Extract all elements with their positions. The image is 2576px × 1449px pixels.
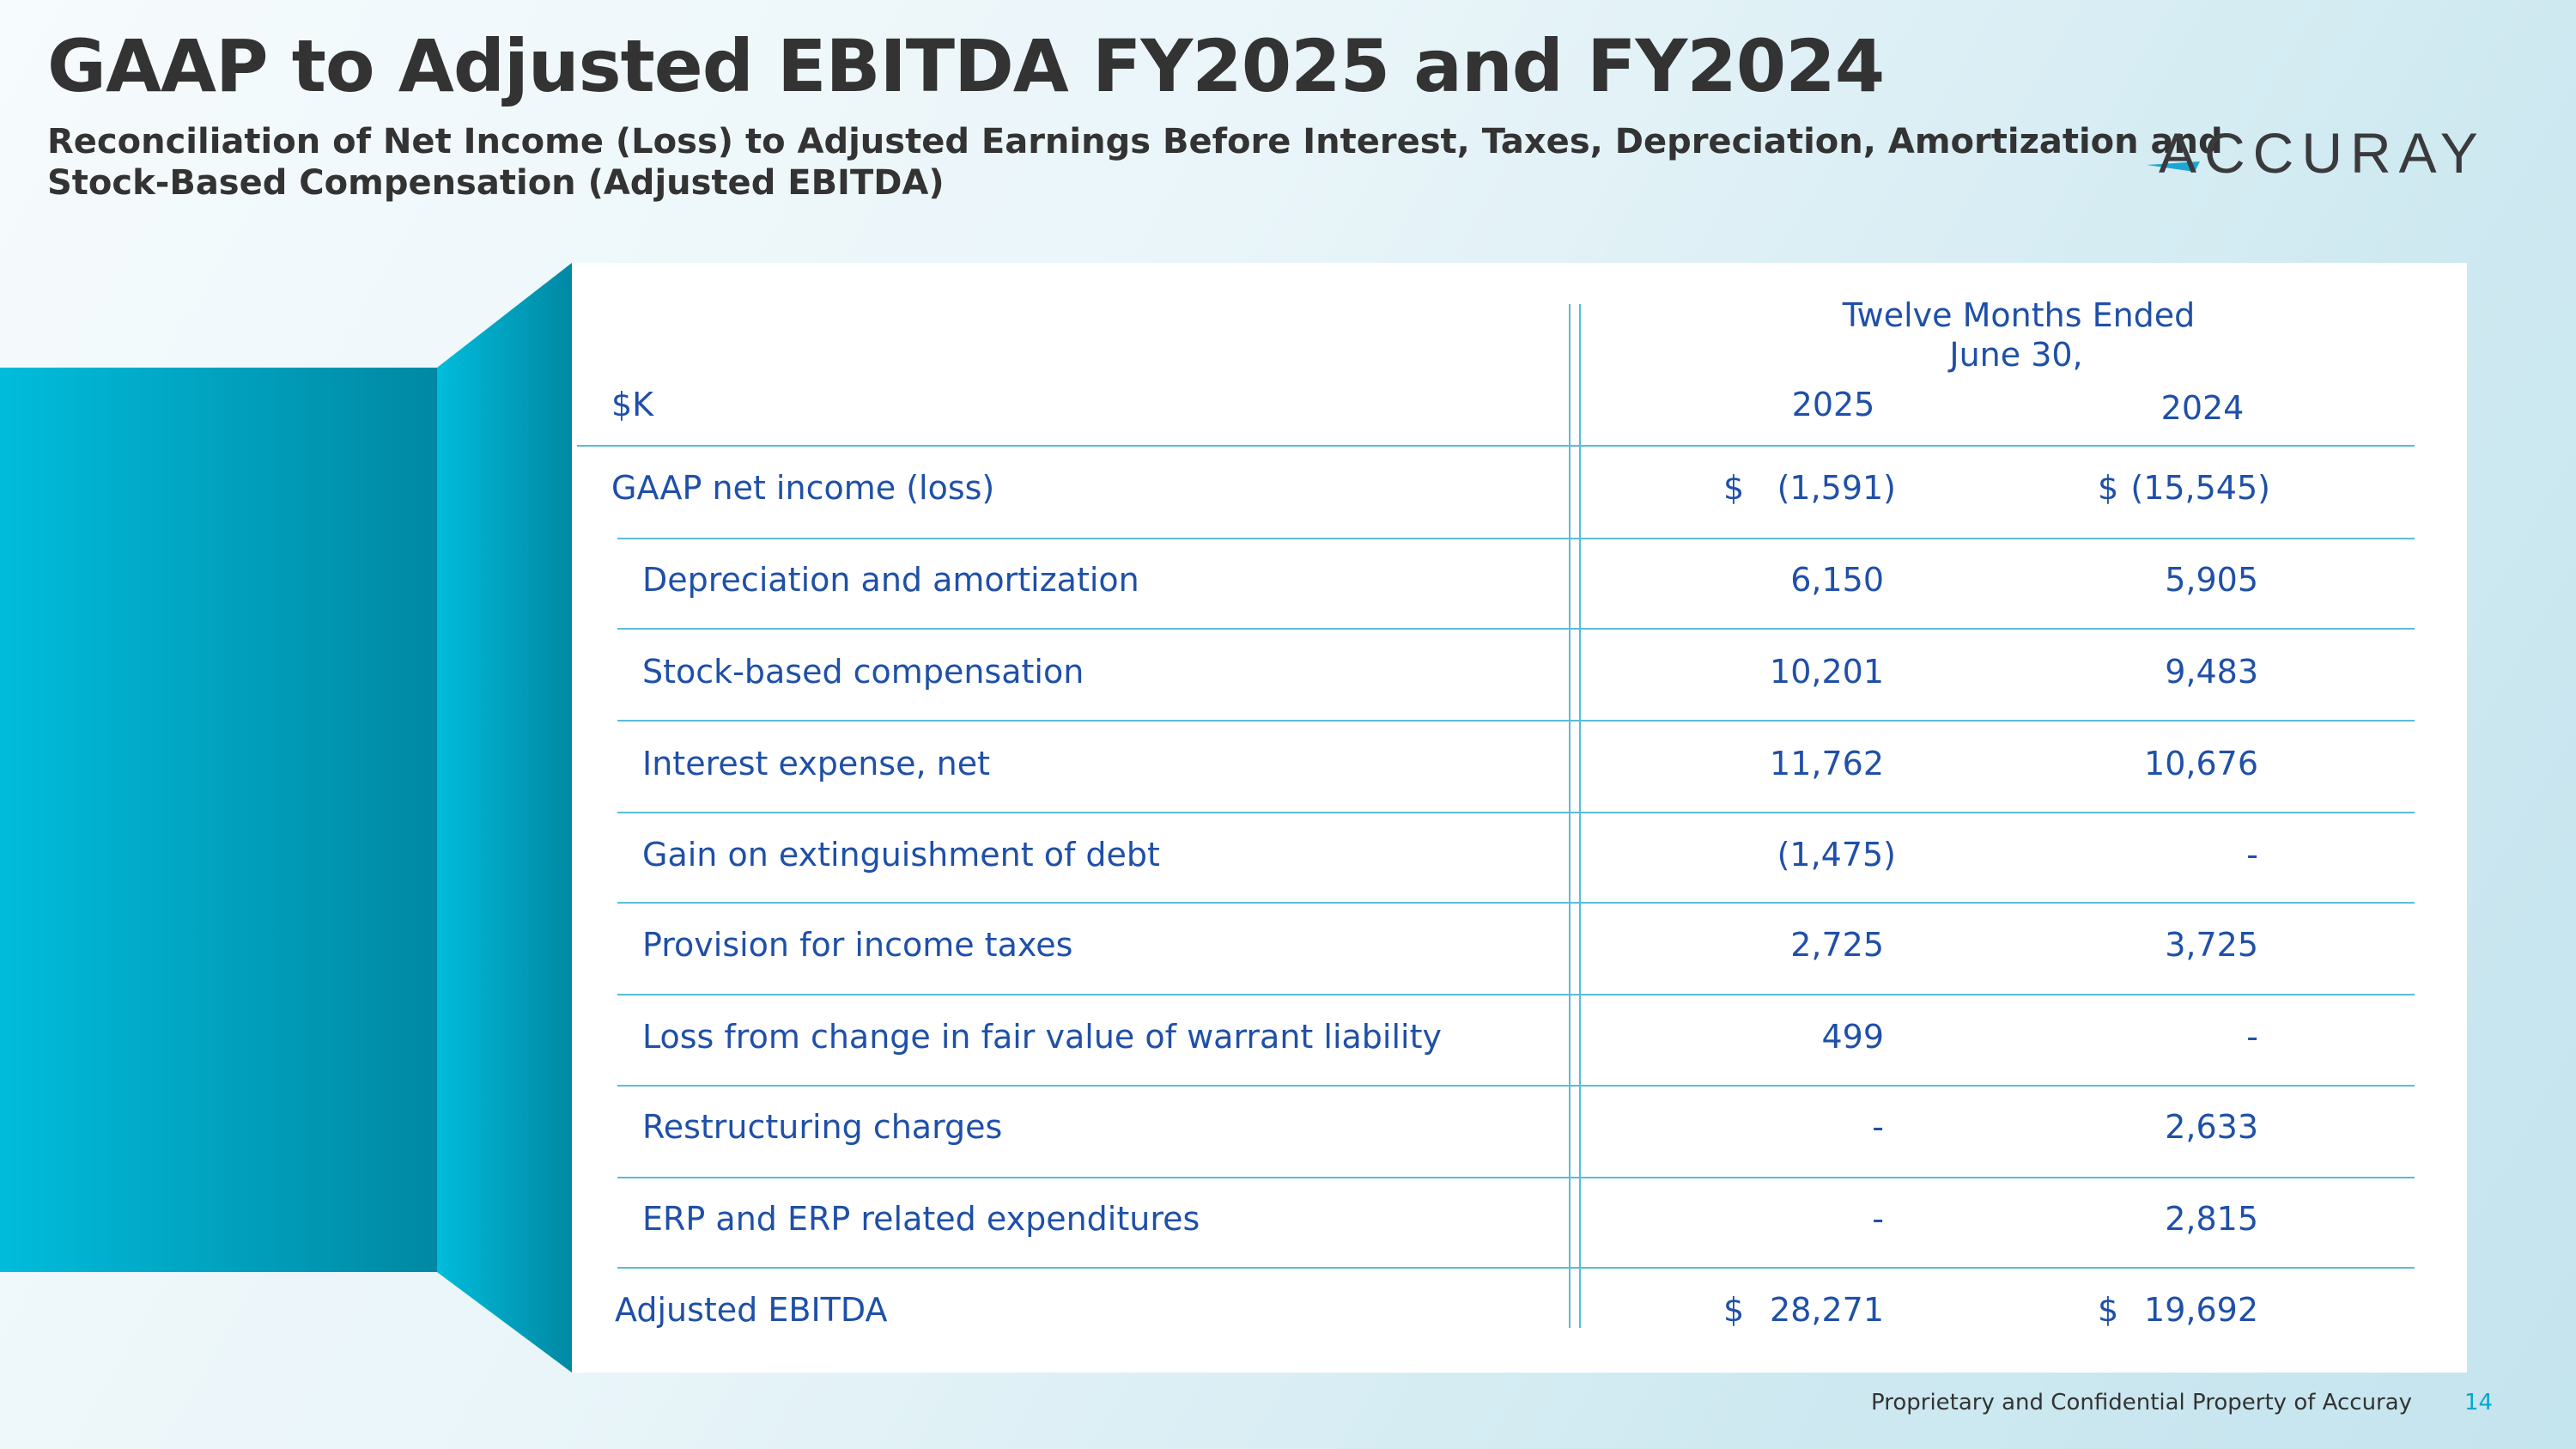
row-divider xyxy=(617,902,2415,904)
accuray-logo: ACCURAY xyxy=(2147,120,2478,189)
column-divider xyxy=(1579,304,1581,1328)
row-divider xyxy=(617,628,2415,630)
value-2024: 9,483 xyxy=(2165,653,2258,691)
row-label: Adjusted EBITDA xyxy=(615,1291,888,1329)
period-header-date: June 30, xyxy=(1949,336,2083,374)
row-label: Restructuring charges xyxy=(642,1108,1003,1146)
row-divider xyxy=(617,994,2415,995)
row-label: ERP and ERP related expenditures xyxy=(642,1200,1200,1238)
value-2024: - xyxy=(2246,1018,2258,1056)
value-2025: 499 xyxy=(1821,1018,1884,1056)
value-2024: 3,725 xyxy=(2165,926,2258,964)
value-2025: 2,725 xyxy=(1790,926,1884,964)
row-divider xyxy=(617,1267,2415,1269)
decorative-bevel xyxy=(437,263,572,1373)
value-2025: 11,762 xyxy=(1770,745,1884,782)
row-divider xyxy=(617,1085,2415,1087)
row-divider xyxy=(617,1177,2415,1178)
row-label: Gain on extinguishment of debt xyxy=(642,836,1160,874)
confidential-notice: Proprietary and Confidential Property of… xyxy=(1871,1390,2413,1416)
row-label: Depreciation and amortization xyxy=(642,561,1139,599)
logo-text: ACCURAY xyxy=(2159,121,2486,185)
value-2025: 6,150 xyxy=(1790,561,1884,599)
value-2025: 10,201 xyxy=(1770,653,1884,691)
logo-swoosh-icon xyxy=(2147,161,2200,172)
row-divider xyxy=(617,812,2415,813)
subtitle-line-1: Reconciliation of Net Income (Loss) to A… xyxy=(47,122,2223,161)
value-2025: - xyxy=(1872,1200,1884,1238)
page-title: GAAP to Adjusted EBITDA FY2025 and FY202… xyxy=(47,24,1885,108)
currency-sign: $ xyxy=(1723,469,1745,507)
currency-sign: $ xyxy=(1723,1291,1745,1329)
row-label: GAAP net income (loss) xyxy=(611,469,995,507)
column-header-2024: 2024 xyxy=(2160,389,2245,427)
decorative-block xyxy=(0,368,437,1272)
row-divider xyxy=(617,538,2415,539)
value-2024: (15,545) xyxy=(2130,469,2270,507)
currency-sign: $ xyxy=(2098,1291,2119,1329)
column-header-2025: 2025 xyxy=(1791,386,1875,423)
value-2024: 2,815 xyxy=(2165,1200,2258,1238)
row-divider xyxy=(617,720,2415,721)
value-2024: 2,633 xyxy=(2165,1108,2258,1146)
column-divider xyxy=(1569,304,1571,1328)
value-2024: 5,905 xyxy=(2165,561,2258,599)
value-2025: (1,475) xyxy=(1777,836,1896,874)
unit-label: $K xyxy=(611,386,654,423)
table-panel xyxy=(572,263,2467,1373)
row-label: Interest expense, net xyxy=(642,745,990,782)
row-label: Provision for income taxes xyxy=(642,926,1073,964)
value-2025: 28,271 xyxy=(1770,1291,1884,1329)
period-header: Twelve Months Ended xyxy=(1842,296,2196,334)
currency-sign: $ xyxy=(2098,469,2119,507)
value-2024: 19,692 xyxy=(2144,1291,2258,1329)
subtitle-line-2: Stock-Based Compensation (Adjusted EBITD… xyxy=(47,163,945,203)
value-2024: - xyxy=(2246,836,2258,874)
page-number: 14 xyxy=(2464,1390,2494,1416)
value-2024: 10,676 xyxy=(2144,745,2258,782)
row-label: Loss from change in fair value of warran… xyxy=(642,1018,1442,1056)
row-divider xyxy=(577,445,2415,447)
value-2025: - xyxy=(1872,1108,1884,1146)
value-2025: (1,591) xyxy=(1777,469,1896,507)
row-label: Stock-based compensation xyxy=(642,653,1084,691)
